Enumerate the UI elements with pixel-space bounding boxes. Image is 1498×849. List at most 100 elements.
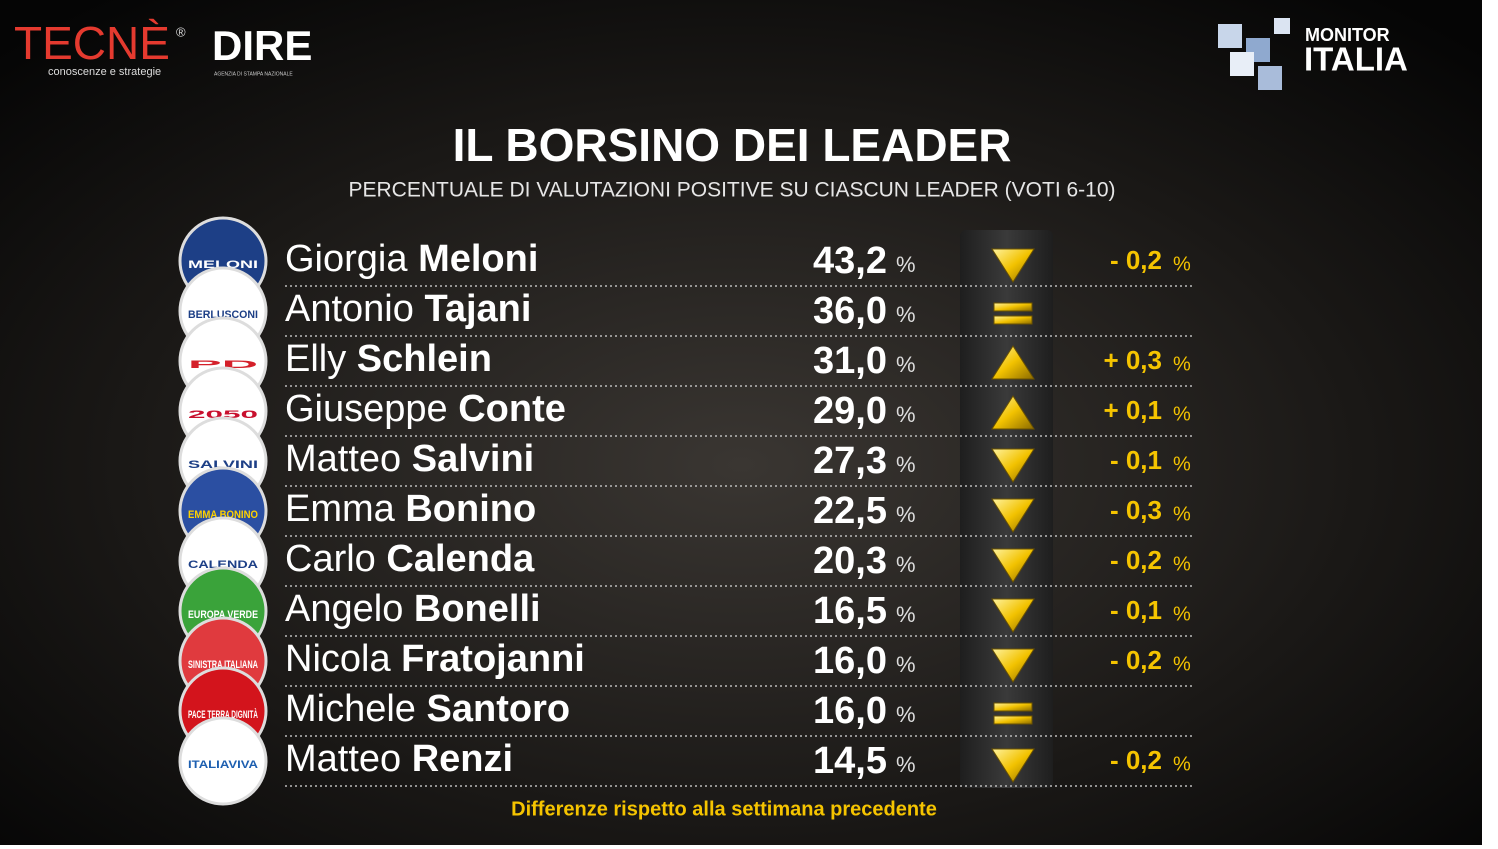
value-unit: % <box>896 602 916 627</box>
leader-name: Matteo Salvini <box>285 438 534 480</box>
party-logo-text: EUROPA VERDE <box>188 609 258 621</box>
last-name: Conte <box>458 388 566 430</box>
change-unit: % <box>1173 653 1191 675</box>
value: 20,3 <box>813 540 887 582</box>
brand-left: TECNÈ <box>14 17 170 69</box>
party-logo-text: SINISTRA ITALIANA <box>188 659 258 671</box>
first-name: Elly <box>285 338 346 380</box>
last-name: Tajani <box>424 288 531 330</box>
trend-down <box>991 598 1035 633</box>
space <box>403 588 414 630</box>
value: 29,0 <box>813 390 887 432</box>
change: - 0,2 <box>1110 545 1162 575</box>
change: - 0,2 <box>1110 245 1162 275</box>
subtitle: PERCENTUALE DI VALUTAZIONI POSITIVE SU C… <box>348 179 1115 202</box>
trend-down <box>991 248 1035 283</box>
change: - 0,2 <box>1110 745 1162 775</box>
footnote: Differenze rispetto alla settimana prece… <box>511 798 937 820</box>
value: 43,2 <box>813 240 887 282</box>
last-name: Salvini <box>412 438 535 480</box>
value-unit: % <box>896 252 916 277</box>
leader-name: Nicola Fratojanni <box>285 638 585 680</box>
leader-name: Antonio Tajani <box>285 288 531 330</box>
change-unit: % <box>1173 753 1191 775</box>
first-name: Antonio <box>285 288 414 330</box>
change: - 0,1 <box>1110 445 1162 475</box>
change-unit: % <box>1173 453 1191 475</box>
brand-right-bottom: ITALIA <box>1304 41 1408 78</box>
first-name: Giuseppe <box>285 388 448 430</box>
value-unit: % <box>896 502 916 527</box>
value-unit: % <box>896 702 916 727</box>
party-logo-text: EMMA BONINO <box>188 509 258 521</box>
value: 16,5 <box>813 590 887 632</box>
trend-same <box>993 315 1033 325</box>
last-name: Schlein <box>357 338 492 380</box>
change-unit: % <box>1173 603 1191 625</box>
leader-name: Giorgia Meloni <box>285 238 538 280</box>
last-name: Meloni <box>418 238 538 280</box>
rows: Giorgia Meloni 43,2% - 0,2 % Antonio Tajani 3… <box>178 216 1195 806</box>
brand-left-tagline: conoscenze e strategie <box>48 66 161 78</box>
last-name: Bonino <box>405 488 536 530</box>
value: 22,5 <box>813 490 887 532</box>
brand-right-top: MONITOR <box>1305 25 1390 45</box>
first-name: Angelo <box>285 588 403 630</box>
leader-name: Elly Schlein <box>285 338 492 380</box>
trend-up <box>991 395 1035 430</box>
party-logo-text: PD <box>188 359 258 371</box>
space <box>346 338 357 380</box>
brand-mid-tagline: AGENZIA DI STAMPA NAZIONALE <box>214 71 293 77</box>
first-name: Carlo <box>285 538 376 580</box>
first-name: Matteo <box>285 738 401 780</box>
value: 31,0 <box>813 340 887 382</box>
trend-down <box>991 648 1035 683</box>
space <box>414 288 425 330</box>
first-name: Nicola <box>285 638 391 680</box>
change-unit: % <box>1173 553 1191 575</box>
last-name: Renzi <box>412 738 513 780</box>
party-logo <box>178 716 268 806</box>
space <box>395 488 406 530</box>
change-unit: % <box>1173 253 1191 275</box>
change: - 0,3 <box>1110 495 1162 525</box>
change: + 0,1 <box>1103 395 1162 425</box>
last-name: Fratojanni <box>401 638 585 680</box>
party-logo-text: BERLUSCONI <box>188 309 258 321</box>
space <box>401 738 412 780</box>
space <box>391 638 402 680</box>
cube-logo <box>1218 18 1290 90</box>
party-logo-text: SALVINI <box>188 459 258 471</box>
space <box>416 688 427 730</box>
change-unit: % <box>1173 403 1191 425</box>
party-logo-text: PACE TERRA DIGNITÀ <box>188 708 258 721</box>
trend-same <box>993 715 1033 725</box>
last-name: Bonelli <box>414 588 541 630</box>
space <box>401 438 412 480</box>
space <box>408 238 419 280</box>
value: 16,0 <box>813 640 887 682</box>
leader-name: Matteo Renzi <box>285 738 513 780</box>
value-unit: % <box>896 752 916 777</box>
change: - 0,1 <box>1110 595 1162 625</box>
leader-name: Michele Santoro <box>285 688 570 730</box>
value: 16,0 <box>813 690 887 732</box>
leader-name: Carlo Calenda <box>285 538 535 580</box>
party-logo-text: MELONI <box>188 259 258 271</box>
trend-down <box>991 498 1035 533</box>
leader-name: Emma Bonino <box>285 488 536 530</box>
trend-down <box>991 748 1035 783</box>
first-name: Michele <box>285 688 416 730</box>
value-unit: % <box>896 302 916 327</box>
change: - 0,2 <box>1110 645 1162 675</box>
value-unit: % <box>896 452 916 477</box>
value-unit: % <box>896 352 916 377</box>
value-unit: % <box>896 552 916 577</box>
trend-same <box>993 302 1033 312</box>
change-unit: % <box>1173 353 1191 375</box>
first-name: Giorgia <box>285 238 408 280</box>
leader-name: Angelo Bonelli <box>285 588 541 630</box>
party-logo-text: CALENDA <box>188 559 258 571</box>
trend-down <box>991 448 1035 483</box>
